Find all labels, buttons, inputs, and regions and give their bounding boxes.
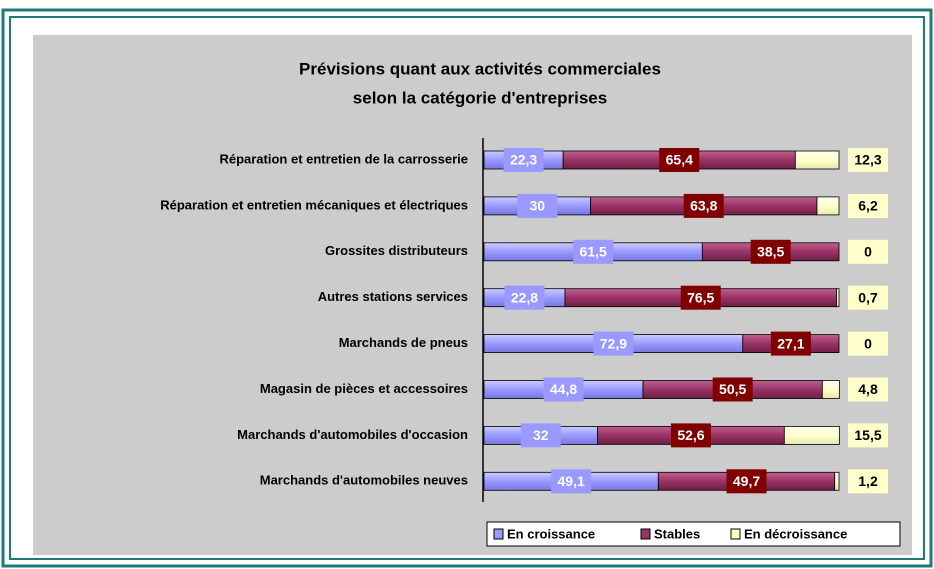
bar-segment [794,150,840,170]
category-label: Marchands de pneus [339,335,468,350]
bar-segment [821,380,840,399]
value-label-box [680,285,721,310]
legend-label: Stables [654,526,700,541]
value-label-box [517,193,558,218]
value-label-box [551,469,592,494]
value-label-box [750,239,791,264]
value-label: 32 [533,427,549,443]
legend [486,521,901,547]
value-label: 72,9 [600,335,627,351]
value-label: 12,3 [854,152,881,168]
value-label-box [848,377,888,402]
category-label: Réparation et entretien de la carrosseri… [219,151,468,166]
value-label-box [683,193,724,218]
bar-segment [834,471,840,491]
value-label: 65,4 [666,152,693,168]
value-label: 38,5 [757,244,784,260]
value-label-box [770,331,811,356]
bar-segment [836,288,840,308]
value-label-box [848,193,888,218]
value-label-box [848,469,888,494]
value-label: 6,2 [858,198,878,214]
value-label-box [543,377,584,402]
value-label: 22,3 [510,152,537,168]
value-label: 1,2 [858,473,878,489]
value-label-box [573,239,614,264]
value-label-box [659,148,700,172]
chart-title: Prévisions quant aux activités commercia… [299,59,661,78]
value-label-box [848,148,888,172]
value-label: 44,8 [550,381,577,397]
legend-swatch [640,528,651,540]
value-label: 76,5 [687,289,714,305]
category-label: Réparation et entretien mécaniques et él… [160,197,468,212]
value-label: 49,7 [733,473,760,489]
value-label-box [848,285,888,310]
value-label-box [712,377,753,402]
category-label: Marchands d'automobiles d'occasion [237,427,468,442]
legend-label: En décroissance [744,526,847,541]
value-label-box [593,331,634,356]
value-label-box [848,331,888,356]
value-label: 27,1 [777,335,804,351]
category-label: Autres stations services [318,289,468,304]
value-label: 50,5 [719,381,746,397]
outer-frame [1,8,933,568]
chart-title: selon la catégorie d'entreprises [353,88,607,107]
value-label: 15,5 [854,427,881,443]
value-label: 52,6 [677,427,704,443]
value-label-box [503,148,544,172]
value-label-box [520,423,561,448]
category-label: Magasin de pièces et accessoires [260,381,468,396]
bar-segment [816,196,840,216]
value-label: 63,8 [690,198,717,214]
value-label-box [670,423,711,448]
value-label: 61,5 [580,244,607,260]
legend-swatch [493,528,504,540]
legend-label: En croissance [507,526,595,541]
value-label-box [848,423,888,448]
value-label: 30 [529,198,545,214]
value-label: 0 [864,244,872,260]
value-label-box [504,285,545,310]
category-label: Marchands d'automobiles neuves [260,473,468,488]
inner-frame [9,16,925,560]
value-label-box [848,239,888,264]
category-label: Grossites distributeurs [325,243,468,258]
value-label-box [726,469,767,494]
legend-swatch [730,528,741,540]
value-label: 0,7 [858,289,878,305]
value-label: 22,8 [511,289,538,305]
value-label: 0 [864,335,872,351]
value-label: 49,1 [558,473,585,489]
bar-segment [783,425,840,445]
value-label: 4,8 [858,381,878,397]
